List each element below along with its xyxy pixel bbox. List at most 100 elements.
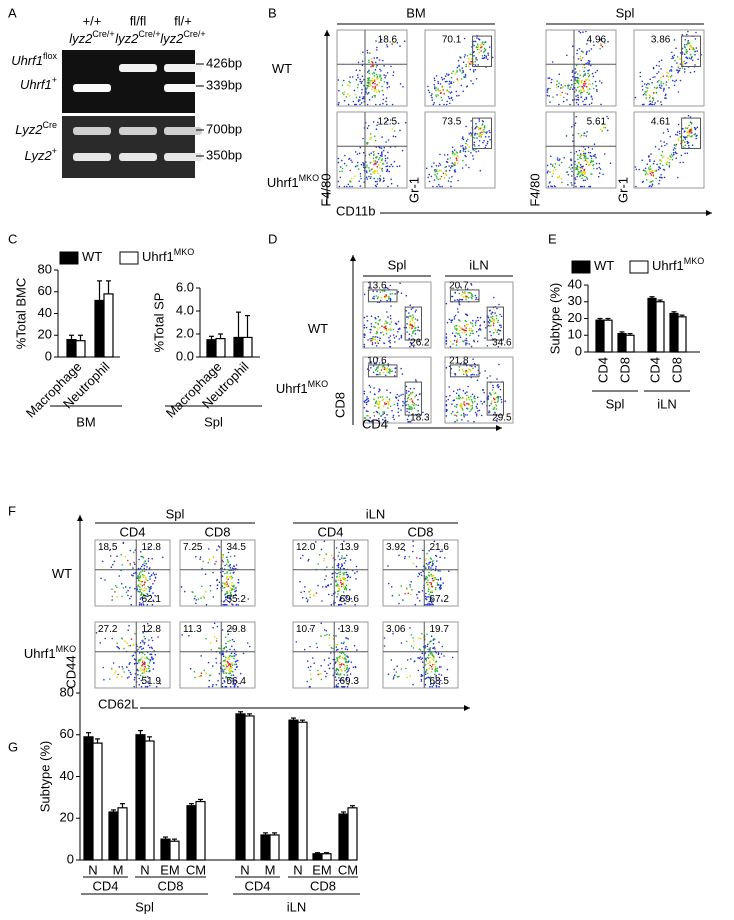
x-tick-label: N (140, 862, 149, 877)
flow-dots (549, 40, 606, 99)
genotype-header: fl/fl (130, 13, 147, 28)
flow-dots (191, 554, 235, 600)
flow-plot-frame (382, 621, 459, 689)
flow-dots (309, 554, 346, 597)
gel-upper (62, 50, 195, 113)
gate-value: 4.96 (587, 35, 607, 46)
flow-dots (370, 43, 394, 89)
bar (297, 721, 308, 861)
panel-label: C (8, 231, 17, 246)
gate-value: 13.6 (367, 281, 387, 292)
flow-dots (634, 30, 702, 106)
gate (367, 289, 398, 303)
bar (92, 742, 103, 861)
arrow-head (77, 515, 83, 521)
gate-value: 12.5 (378, 117, 398, 128)
flow-dots (200, 640, 232, 677)
gate (472, 35, 493, 67)
bar (144, 740, 155, 861)
gate-value: 18.3 (410, 412, 430, 423)
band-label-base: Lyz2 (25, 148, 53, 163)
flow-dots (406, 558, 436, 596)
subgroup-label: CD8 (157, 878, 183, 893)
flow-dots (438, 127, 484, 179)
flow-plot-frame (292, 621, 369, 689)
gate-value: 4.61 (651, 117, 671, 128)
panel-label: B (268, 5, 277, 20)
band-label: Lyz2Cre (15, 120, 57, 137)
legend-swatch (571, 260, 591, 274)
gate-value: 69.6 (340, 594, 360, 605)
band-label-base: Lyz2 (15, 122, 43, 137)
axis-label: F4/80 (318, 173, 333, 206)
arrow-head (350, 255, 356, 261)
flow-dots (215, 559, 230, 587)
allele-header-sup: Cre/+ (138, 29, 160, 39)
flow-dots (308, 551, 349, 599)
group-label: iLN (287, 899, 307, 914)
bar (338, 813, 349, 861)
x-tick-label: N (240, 862, 249, 877)
flow-plot-frame (633, 29, 705, 107)
gate-value: 19.7 (430, 624, 450, 635)
flow-dots (453, 368, 497, 416)
row-label-base: Uhrf1 (24, 646, 56, 661)
group-label: BM (76, 414, 96, 429)
axis-label: CD8 (332, 392, 347, 418)
bar (312, 853, 323, 861)
band-label-sup: flox (43, 51, 58, 61)
gate (449, 364, 480, 378)
gate-value: 10.6 (367, 356, 387, 367)
flow-plot-frame (336, 29, 408, 107)
gate-value: 34.6 (492, 337, 512, 348)
gate-value: 10.7 (296, 624, 316, 635)
gel-band (119, 127, 157, 135)
arrow-head (706, 210, 712, 216)
y-tick-label: 10 (568, 327, 582, 342)
allele-header-base: lyz2 (160, 31, 184, 46)
x-tick-label: CM (186, 862, 206, 877)
allele-header: lyz2Cre/+ (160, 29, 205, 46)
flow-dots (315, 557, 344, 594)
axis-label: CD11b (336, 203, 376, 218)
y-tick-label: 20 (60, 810, 74, 825)
flow-dots (643, 122, 695, 183)
flow-dots (425, 118, 491, 188)
legend-label-base: Uhrf1 (142, 249, 174, 264)
gel-band (73, 84, 111, 92)
bar (269, 834, 280, 861)
gate-value: 21.8 (449, 356, 469, 367)
allele-header-sup: Cre/+ (183, 29, 205, 39)
y-tick-label: 0 (45, 348, 52, 363)
flow-dots (455, 369, 496, 417)
gate-value: 67.2 (430, 594, 450, 605)
bar (235, 713, 246, 861)
flow-dots (649, 128, 692, 177)
y-tick-label: 6.0 (176, 279, 194, 294)
row-label: Uhrf1MKO (24, 644, 76, 661)
bar (260, 834, 271, 861)
gate-value: 29.8 (227, 624, 247, 635)
bar (677, 316, 687, 353)
flow-dots (114, 640, 148, 678)
gel-band (73, 127, 111, 135)
flow-dots (652, 48, 691, 94)
arrow-head (464, 705, 470, 711)
bar (160, 838, 171, 861)
gate (472, 117, 493, 149)
gate-value: 68.5 (430, 676, 450, 687)
row-label-base: WT (308, 321, 328, 336)
genotype-header: fl/+ (174, 13, 192, 28)
x-tick-label: N (293, 862, 302, 877)
gate-value: 12.8 (142, 624, 162, 635)
y-axis-label: %Total BMC (13, 278, 28, 350)
legend-swatch (119, 251, 139, 265)
flow-plot-frame (424, 111, 496, 189)
gate-value: 11.3 (183, 624, 202, 635)
gate (404, 306, 422, 341)
flow-dots (383, 627, 454, 688)
allele-header: lyz2Cre/+ (115, 29, 160, 46)
flow-dots (370, 294, 414, 342)
gel-band (119, 153, 157, 161)
flow-dots (372, 295, 416, 344)
